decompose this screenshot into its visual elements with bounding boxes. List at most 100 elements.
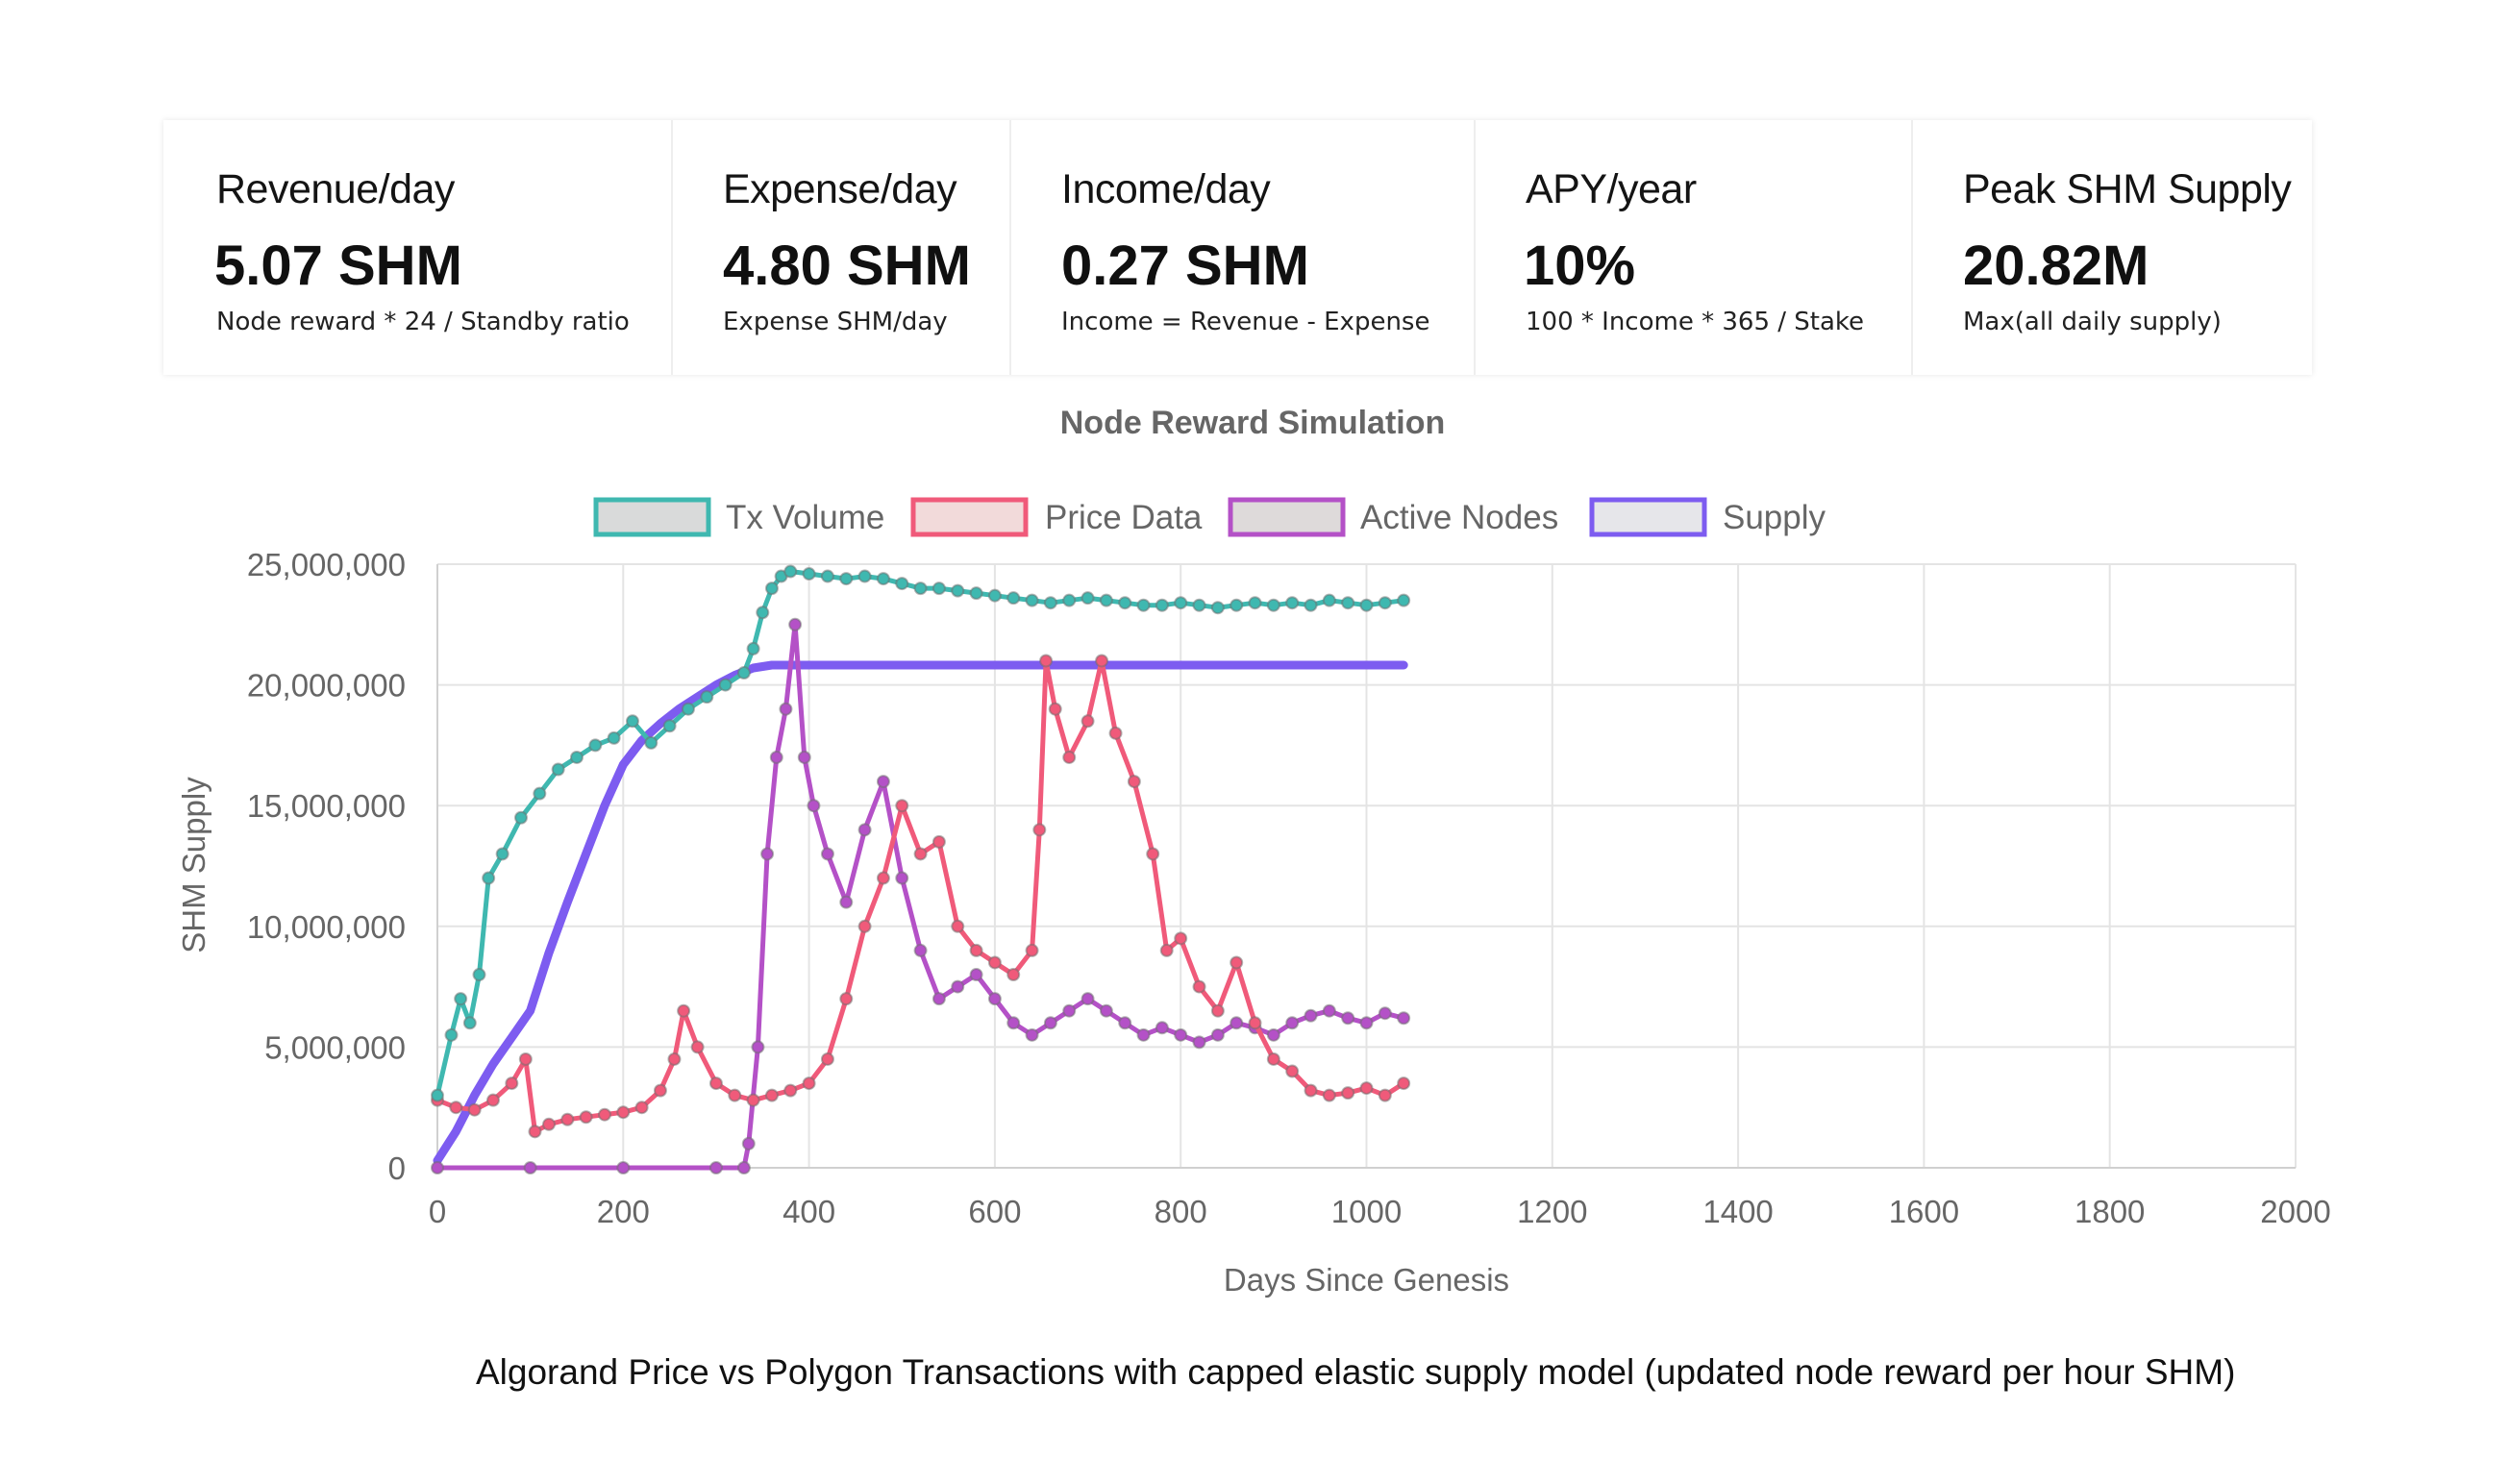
data-point [1048,702,1062,716]
data-point [625,714,639,729]
data-point [644,735,658,750]
data-point [788,617,803,631]
stat-label: APY/year [1526,166,1697,212]
data-point [1118,596,1132,610]
stat-subtext: Income = Revenue - Expense [1061,308,1430,336]
series-line [435,569,1406,1099]
data-point [857,569,872,583]
stat-label: Expense/day [723,166,957,212]
x-tick-label: 400 [783,1194,835,1229]
data-point [1210,601,1225,615]
data-point [756,606,770,620]
data-point [1006,591,1021,606]
data-point [1043,1016,1057,1030]
y-tick-label: 0 [388,1150,406,1186]
x-tick-label: 1600 [1889,1194,1959,1229]
data-point [533,786,547,801]
data-point [1136,1027,1151,1042]
stat-label: Revenue/day [216,166,455,212]
data-point [895,799,909,813]
data-point [551,762,565,777]
data-point [1174,596,1188,610]
data-point [677,1003,691,1018]
data-point [1127,775,1141,789]
data-point [616,1161,631,1175]
data-point [839,992,854,1006]
data-point [1285,1064,1300,1078]
stat-card-revenue: Revenue/day 5.07 SHM Node reward * 24 / … [163,120,673,375]
data-point [1322,1088,1336,1102]
data-point [839,572,854,586]
data-point [932,581,946,596]
data-point [783,1083,798,1098]
data-point [802,567,816,581]
data-point [541,1117,556,1131]
data-point [1062,593,1077,607]
data-point [1248,596,1262,610]
data-point [1006,1016,1021,1030]
data-point [1174,1027,1188,1042]
data-point [662,719,677,733]
data-point [1266,1051,1280,1066]
data-point [444,1027,459,1042]
data-point [746,641,760,655]
data-point [987,992,1002,1006]
data-point [579,1110,593,1125]
series-line [433,660,1408,1165]
x-tick-label: 200 [597,1194,650,1229]
data-point [1159,943,1174,957]
data-point [820,569,834,583]
data-point [505,1076,519,1091]
data-point [1099,1003,1113,1018]
data-point [708,1076,723,1091]
data-point [472,968,486,982]
data-point [1025,593,1039,607]
x-tick-label: 1800 [2074,1194,2145,1229]
data-point [839,895,854,909]
legend-swatch [593,497,711,537]
data-point [1378,596,1392,610]
data-point [764,581,779,596]
data-point [588,738,603,753]
data-point [431,1161,444,1175]
data-point [653,1083,667,1098]
data-point [1006,968,1021,982]
data-point [518,1051,533,1066]
stat-value: 20.82M [1963,235,2149,297]
data-point [876,871,890,885]
data-point [467,1102,482,1117]
data-point [876,775,890,789]
data-point [1025,943,1039,957]
data-point [597,1107,611,1122]
stat-label: Income/day [1061,166,1271,212]
data-point [802,1076,816,1091]
data-point [760,847,775,861]
data-point [857,919,872,933]
data-point [1210,1003,1225,1018]
y-tick-label: 25,000,000 [247,547,406,582]
data-point [913,581,928,596]
data-point [969,968,983,982]
data-point [1210,1027,1225,1042]
data-point [1032,823,1047,837]
data-point [616,1105,631,1120]
data-point [485,1093,500,1107]
data-point [607,730,621,745]
data-point [718,678,733,692]
data-point [987,955,1002,970]
data-point [1192,1035,1206,1050]
data-point [797,750,811,764]
x-tick-label: 0 [429,1194,446,1229]
data-point [1397,1011,1411,1026]
data-point [1155,1021,1169,1035]
figure-caption: Algorand Price vs Polygon Transactions w… [476,1352,2236,1392]
data-point [1039,654,1054,668]
data-point [969,943,983,957]
series-line [435,622,1406,1171]
data-point [951,583,965,598]
data-point [820,847,834,861]
data-point [876,572,890,586]
data-point [1341,1011,1355,1026]
data-point [1099,593,1113,607]
legend-swatch [910,497,1029,537]
